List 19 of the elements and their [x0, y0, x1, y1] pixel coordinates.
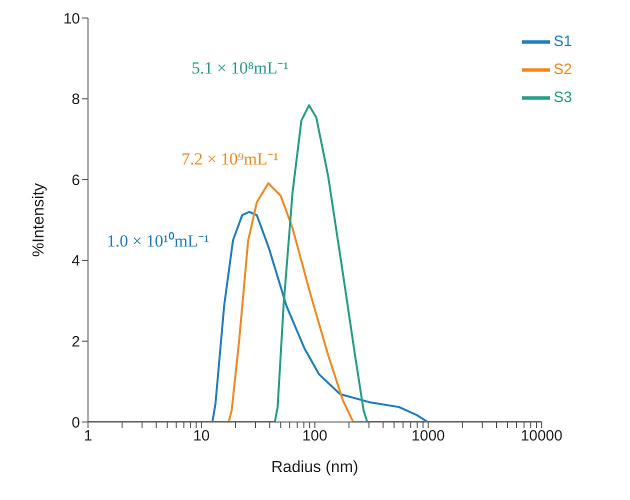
- annotation: 7.2 × 10⁹mL⁻¹: [182, 148, 278, 170]
- x-tick-label: 10: [193, 428, 210, 445]
- legend-label: S3: [554, 89, 572, 106]
- x-tick-label: 1: [84, 428, 92, 445]
- x-axis-title: Radius (nm): [271, 459, 358, 476]
- y-tick-label: 8: [72, 91, 80, 108]
- annotation: 5.1 × 10⁸mL⁻¹: [192, 58, 288, 78]
- x-tick-label: 10000: [520, 428, 562, 445]
- x-tick-label: 100: [302, 428, 328, 445]
- y-tick-label: 0: [72, 414, 80, 432]
- legend-label: S2: [554, 61, 572, 78]
- x-tick-label: 1000: [412, 428, 445, 445]
- y-tick-label: 2: [72, 334, 80, 351]
- annotation: 1.0 × 10¹⁰mL⁻¹: [106, 230, 210, 252]
- y-tick-label: 10: [63, 10, 80, 28]
- legend-label: S1: [554, 33, 572, 50]
- y-tick-label: 6: [72, 172, 80, 189]
- y-tick-label: 4: [72, 252, 80, 270]
- y-axis-title: %Intensity: [30, 183, 48, 257]
